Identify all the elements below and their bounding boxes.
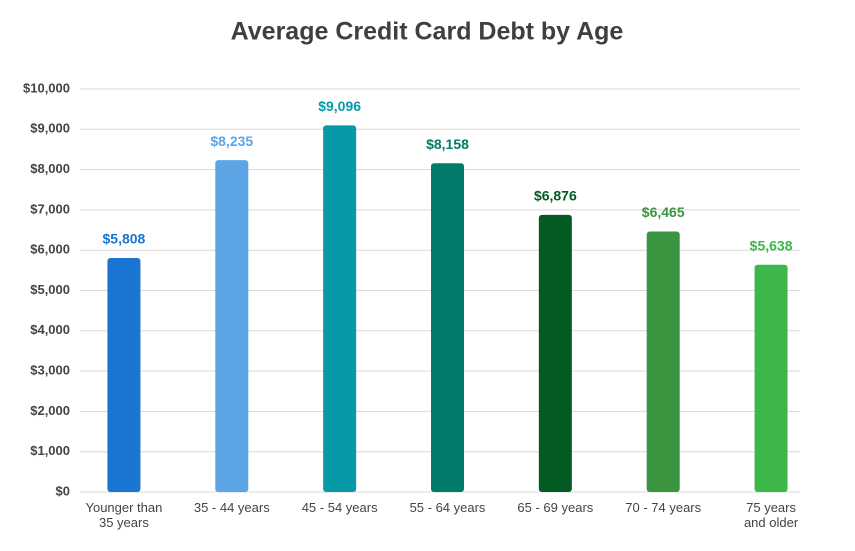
- y-tick-label: $5,000: [30, 282, 70, 297]
- x-tick-label: 75 years and older: [743, 500, 799, 530]
- bar: [754, 264, 788, 492]
- bar: [538, 214, 572, 492]
- y-tick-label: $7,000: [30, 201, 70, 216]
- value-label: $6,465: [642, 204, 685, 220]
- bar: [646, 231, 680, 492]
- bar: [431, 163, 464, 492]
- value-label: $9,096: [318, 98, 361, 114]
- x-tick-label: 45 - 54 years: [301, 500, 378, 515]
- value-label: $8,235: [210, 133, 253, 149]
- bar: [323, 125, 357, 492]
- x-tick-label: 55 - 64 years: [409, 500, 486, 515]
- bar: [215, 160, 249, 492]
- y-tick-label: $3,000: [30, 363, 70, 378]
- x-tick-label: Younger than 35 years: [85, 500, 163, 530]
- y-tick-label: $1,000: [30, 443, 70, 458]
- x-tick-label: 70 - 74 years: [625, 500, 702, 515]
- y-tick-label: $8,000: [30, 161, 70, 176]
- y-tick-label: $0: [56, 483, 70, 498]
- value-label: $5,638: [750, 237, 793, 253]
- value-label: $8,158: [426, 136, 469, 152]
- y-tick-label: $6,000: [30, 242, 70, 257]
- bar: [107, 257, 141, 492]
- x-tick-label: 35 - 44 years: [193, 500, 270, 515]
- value-label: $5,808: [103, 231, 146, 247]
- value-label: $6,876: [534, 188, 577, 204]
- y-tick-label: $4,000: [30, 322, 70, 337]
- y-tick-label: $2,000: [30, 403, 70, 418]
- chart-title: Average Credit Card Debt by Age: [231, 18, 624, 46]
- y-tick-label: $10,000: [23, 80, 70, 95]
- x-tick-label: 65 - 69 years: [517, 500, 594, 515]
- y-tick-label: $9,000: [30, 121, 70, 136]
